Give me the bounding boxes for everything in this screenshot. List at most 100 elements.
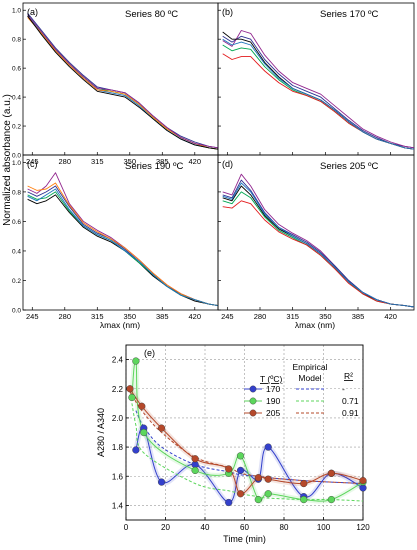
data-point xyxy=(225,498,233,507)
x-tick-label: 0 xyxy=(124,523,129,532)
spectrum-line xyxy=(27,17,219,150)
panel-tag: (c) xyxy=(27,159,38,169)
panel-tag: (b) xyxy=(222,7,233,17)
x-tick-label: 315 xyxy=(91,312,104,321)
spectrum-line xyxy=(222,44,415,150)
x-tick-label: 20 xyxy=(161,523,170,532)
y-tick-label: 0.6 xyxy=(12,219,21,226)
data-point xyxy=(126,385,134,393)
x-tick-label: 40 xyxy=(201,523,210,532)
y-tick-label: 1.8 xyxy=(112,443,124,452)
spectrum-panel-2: (b) Series 170 ºC xyxy=(217,2,415,156)
x-tick-label: 420 xyxy=(189,157,202,166)
data-point xyxy=(132,446,140,454)
data-point xyxy=(225,465,233,473)
panel-frame xyxy=(22,2,219,156)
spectrum-line xyxy=(27,194,219,307)
x-axis-label: λmax (nm) xyxy=(295,320,335,330)
x-tick-label: 280 xyxy=(59,157,72,166)
x-tick-label: 385 xyxy=(156,157,169,166)
legend-header-model-2: Model xyxy=(298,373,321,383)
y-tick-label: 2.2 xyxy=(112,385,124,394)
spectrum-line xyxy=(27,188,219,307)
data-point xyxy=(236,490,245,498)
panel-frame xyxy=(22,154,219,311)
data-point xyxy=(359,477,367,485)
spectrum-line xyxy=(222,35,415,149)
x-tick-label: 280 xyxy=(254,312,267,321)
data-point xyxy=(300,479,308,488)
y-tick-label: 1.0 xyxy=(12,160,21,167)
x-tick-label: 80 xyxy=(280,523,289,532)
spectrum-panel-3: 245 280 315 350 385 420 0.0 0.2 0.4 0.6 0.8 1.0 (c) S… xyxy=(12,154,219,330)
x-tick-label: 245 xyxy=(221,312,234,321)
y-tick-label: 0.4 xyxy=(12,248,21,255)
y-tick-label: 0.2 xyxy=(12,124,21,131)
x-tick-label: 315 xyxy=(286,312,299,321)
x-tick-label: 315 xyxy=(91,157,104,166)
x-tick-label: 350 xyxy=(319,312,332,321)
data-point xyxy=(128,393,136,402)
y-tick-label: 0.8 xyxy=(12,189,21,196)
spectrum-line xyxy=(222,173,415,308)
data-point xyxy=(254,495,262,504)
x-tick-label: 420 xyxy=(189,312,202,321)
y-tick-label: 0.8 xyxy=(12,37,21,44)
model-line xyxy=(131,403,364,502)
legend-label: 205 xyxy=(266,408,280,418)
spectrum-panel-1: 245 280 315 350 385 420 0.0 0.2 0.4 0.6 0.8 1.0 (a) S… xyxy=(12,2,219,166)
spectrum-line xyxy=(27,12,219,149)
x-axis-label: Time (min) xyxy=(223,534,266,544)
x-tick-label: 385 xyxy=(156,312,169,321)
x-axis-label: λmax (nm) xyxy=(100,320,140,330)
x-tick-label: 385 xyxy=(352,312,365,321)
panel-tag: (e) xyxy=(144,348,155,358)
data-point xyxy=(157,478,166,486)
spectrum-line xyxy=(27,15,219,150)
spectrum-line xyxy=(27,15,219,150)
data-point xyxy=(300,495,308,504)
legend-r2-value: - xyxy=(342,384,345,394)
panel-title: Series 170 ºC xyxy=(320,9,379,20)
panel-title: Series 205 ºC xyxy=(320,161,379,172)
y-tick-label: 0.6 xyxy=(12,66,21,73)
shared-y-label: Normalized absorbance (a.u.) xyxy=(2,94,13,226)
spectrum-line xyxy=(27,14,219,150)
data-point xyxy=(138,402,146,410)
panel-frame xyxy=(217,154,415,311)
x-tick-label: 420 xyxy=(384,312,397,321)
y-tick-label: 2.4 xyxy=(112,356,124,365)
data-point xyxy=(157,424,166,432)
spectrum-line xyxy=(222,38,415,150)
y-axis-label: A280 / A340 xyxy=(96,408,106,457)
spectrum-line xyxy=(222,182,415,308)
legend-header-t: T (ºC) xyxy=(260,374,282,384)
y-tick-label: 1.6 xyxy=(112,472,124,481)
x-tick-label: 245 xyxy=(26,157,39,166)
y-tick-label: 0.4 xyxy=(12,95,21,102)
data-point xyxy=(236,466,245,475)
legend-marker xyxy=(249,409,257,417)
spectrum-line xyxy=(27,182,219,307)
y-tick-label: 2.0 xyxy=(112,414,124,423)
data-point xyxy=(327,495,336,504)
panel-title: Series 80 ºC xyxy=(125,9,178,20)
legend-label: 190 xyxy=(266,396,280,406)
panel-title: Series 190 ºC xyxy=(125,161,184,172)
x-tick-label: 245 xyxy=(26,312,39,321)
data-point xyxy=(140,428,148,437)
data-point xyxy=(264,443,272,451)
data-point xyxy=(264,490,272,498)
ratio-panel: 0 20 40 60 80 100 120 1.4 1.6 1.8 2.0 2.2 2.4 Time (m… xyxy=(96,344,370,544)
data-point xyxy=(236,452,245,460)
y-tick-label: 0.2 xyxy=(12,278,21,285)
y-tick-label: 1.0 xyxy=(12,8,21,15)
data-point xyxy=(254,474,262,482)
legend-header-model: Empirical xyxy=(293,362,328,372)
spectra-panels: 245 280 315 350 385 420 0.0 0.2 0.4 0.6 0.8 1.0 (a) S… xyxy=(12,2,415,330)
legend-header-r2: R² xyxy=(344,371,353,381)
data-point xyxy=(264,475,272,483)
panel-frame xyxy=(217,2,415,156)
y-tick-label: 0.0 xyxy=(12,153,21,160)
